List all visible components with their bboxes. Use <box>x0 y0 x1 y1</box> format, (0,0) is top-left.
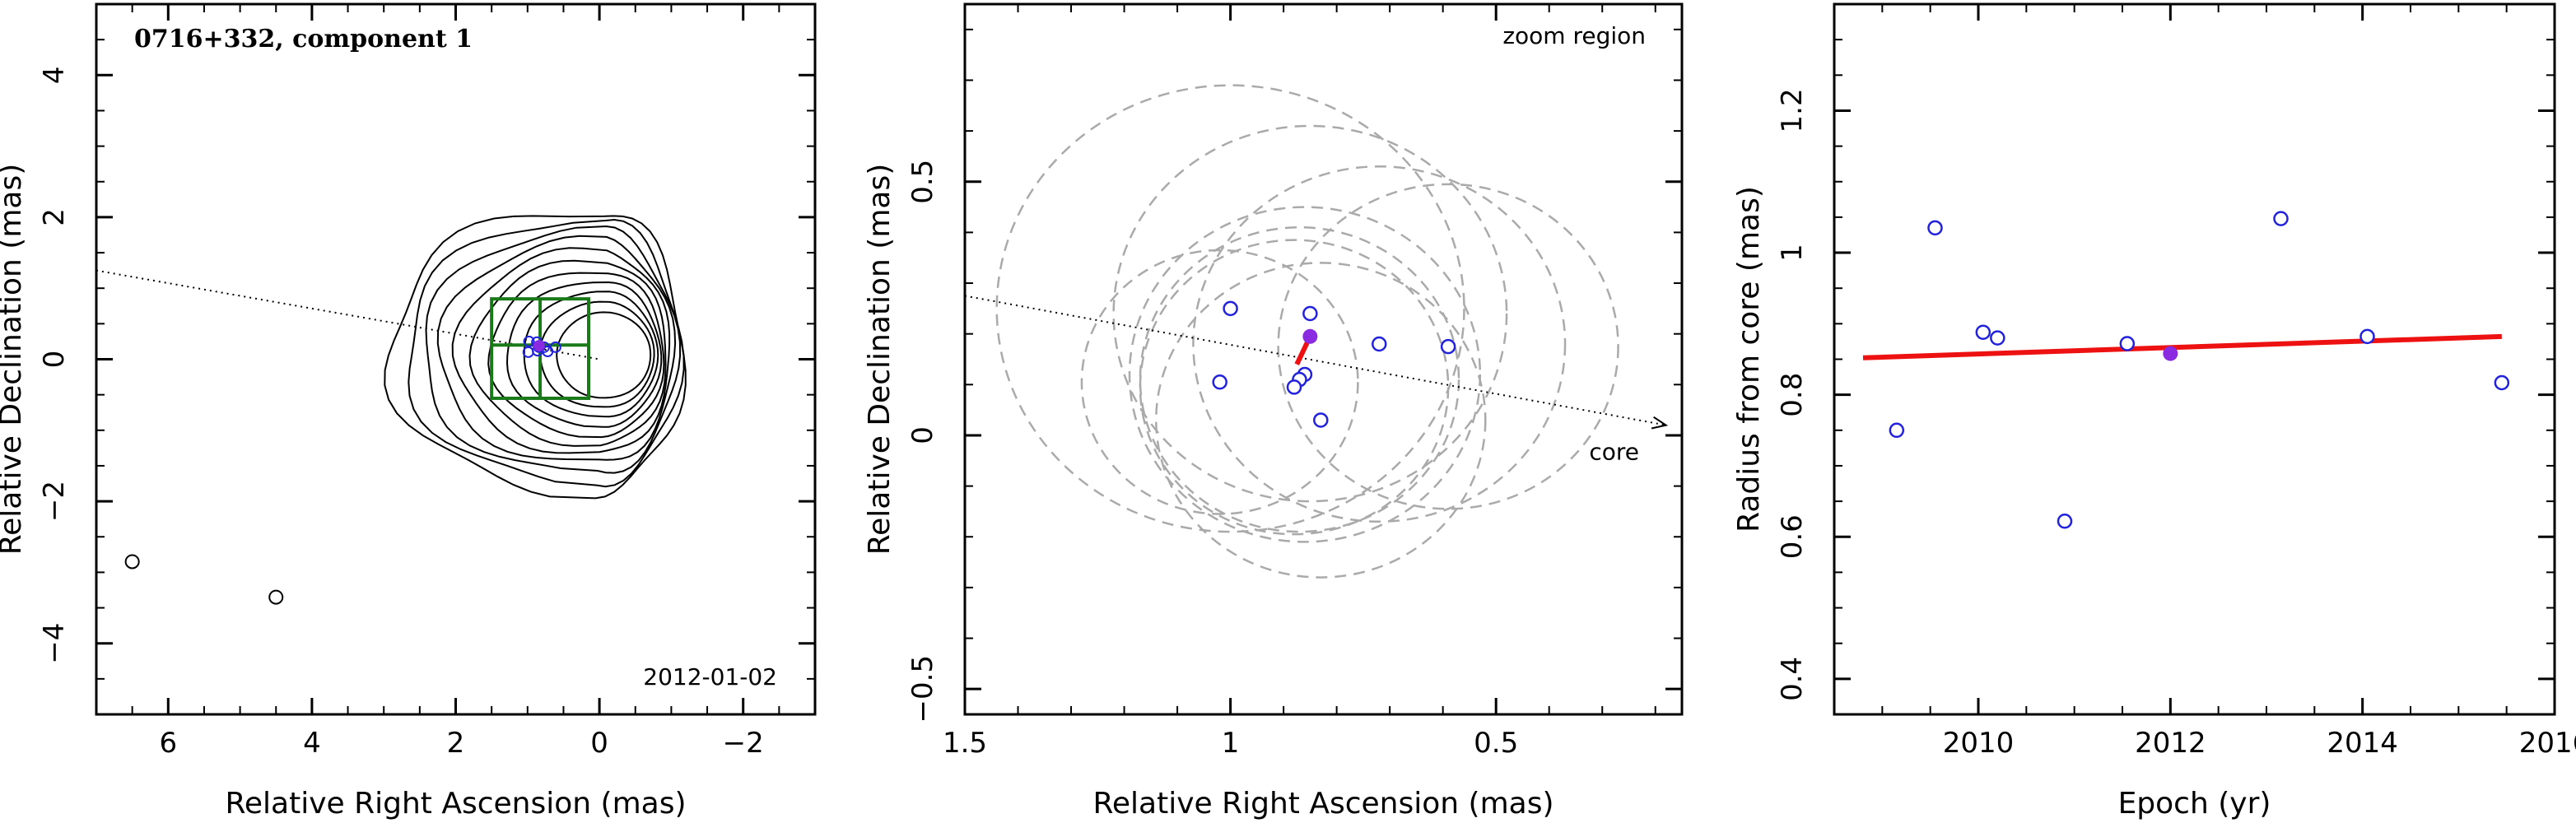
x-tick-label: 1.5 <box>943 727 987 760</box>
panel-zoom: 1.5 1 0.5 −0.5 0 0.5 zoom region core Relativ… <box>863 2 1684 821</box>
zoom-y-axis-label: Relative Declination (mas) <box>863 164 897 556</box>
contour-line <box>556 311 652 399</box>
y-tick-label: −4 <box>38 623 71 664</box>
radius-point <box>2057 514 2073 529</box>
component-size-circle <box>1080 249 1359 515</box>
core-arrow-head <box>1651 416 1669 430</box>
radius-frame <box>1833 2 2556 716</box>
map-title: 0716+332, component 1 <box>134 25 473 53</box>
current-epoch-point <box>1302 328 1318 344</box>
map-plot-area <box>95 215 687 605</box>
x-tick-label: 0 <box>590 727 608 760</box>
panel-radius: 2010 2012 2014 2016 0.4 0.6 0.8 1 1.2 Epoch (yr)… <box>1732 2 2576 821</box>
component-point <box>1302 305 1318 322</box>
component-point <box>549 341 561 353</box>
radius-point <box>2119 336 2136 351</box>
contour-line <box>468 259 667 447</box>
radius-point <box>1889 422 1905 439</box>
component-size-circle <box>1128 206 1482 543</box>
contour-line <box>384 215 687 500</box>
contour-line <box>425 225 682 474</box>
component-point <box>1223 300 1238 317</box>
zoom-plot-area <box>964 84 1669 579</box>
y-tick-label: 0.4 <box>1776 657 1809 701</box>
component-size-circle <box>1155 262 1487 579</box>
radius-x-axis-label: Epoch (yr) <box>2118 787 2271 821</box>
x-tick-label: 4 <box>303 727 321 760</box>
component-size-circle <box>1112 124 1508 503</box>
panel-map: 6 4 2 0 −2 −4 −2 0 2 4 0716+332, component 1 2012… <box>0 2 817 821</box>
fit-line <box>1862 333 2502 360</box>
x-tick-label: 2010 <box>1943 727 2015 760</box>
x-tick-label: 2012 <box>2135 727 2206 760</box>
current-epoch-point <box>533 340 545 352</box>
x-tick-label: 1 <box>1222 727 1240 760</box>
y-tick-label: −2 <box>38 481 71 522</box>
component-point <box>1371 336 1387 352</box>
radius-point <box>1990 330 2005 346</box>
component-size-circle <box>1277 183 1619 510</box>
contour-line <box>505 281 663 428</box>
y-tick-label: 2 <box>38 208 71 226</box>
map-x-axis-label: Relative Right Ascension (mas) <box>225 787 686 821</box>
y-tick-label: 0.8 <box>1776 373 1809 417</box>
current-epoch-point <box>2163 346 2178 361</box>
y-tick-label: 0 <box>906 426 939 444</box>
component-size-circle <box>1192 165 1567 523</box>
component-point <box>1286 379 1302 395</box>
x-tick-label: 2 <box>447 727 465 760</box>
x-tick-label: −2 <box>723 727 764 760</box>
zoom-frame <box>963 2 1684 716</box>
x-tick-label: 0.5 <box>1474 727 1518 760</box>
map-y-axis-label: Relative Declination (mas) <box>0 164 28 556</box>
x-tick-label: 6 <box>159 727 177 760</box>
core-direction-line <box>964 295 1666 426</box>
x-tick-label: 2016 <box>2519 727 2576 760</box>
radius-point <box>1927 220 1943 236</box>
y-tick-label: 0.5 <box>906 160 939 204</box>
contour-line <box>436 235 677 461</box>
contour-line <box>451 247 671 454</box>
zoom-circles-group <box>995 84 1619 579</box>
isolated-contour <box>268 589 284 605</box>
component-point <box>1440 338 1456 355</box>
map-ticks: 6 4 2 0 −2 −4 −2 0 2 4 <box>38 3 816 760</box>
component-point <box>1313 412 1329 428</box>
y-tick-label: 0 <box>38 351 71 369</box>
y-tick-label: 4 <box>38 66 71 84</box>
radius-point <box>2273 211 2289 226</box>
radius-y-axis-label: Radius from core (mas) <box>1732 186 1766 532</box>
x-tick-label: 2014 <box>2327 727 2398 760</box>
contour-line <box>408 218 685 488</box>
component-point <box>1212 374 1227 390</box>
zoom-x-axis-label: Relative Right Ascension (mas) <box>1092 787 1554 821</box>
zoom-ticks: 1.5 1 0.5 −0.5 0 0.5 <box>906 4 1682 760</box>
radius-point <box>1975 324 1991 340</box>
component-size-circle <box>995 84 1465 533</box>
component-size-circle <box>1139 239 1450 536</box>
y-tick-label: 1 <box>1776 244 1809 262</box>
y-tick-label: 0.6 <box>1776 514 1809 559</box>
y-tick-label: 1.2 <box>1776 88 1809 133</box>
radius-plot-area <box>1862 211 2510 529</box>
component-point <box>522 346 534 358</box>
isolated-contour <box>124 554 140 570</box>
radius-point <box>2494 374 2510 391</box>
contour-line <box>487 272 665 439</box>
radius-point <box>2359 328 2375 345</box>
y-tick-label: −0.5 <box>906 655 939 723</box>
core-label: core <box>1589 439 1639 466</box>
radius-ticks: 2010 2012 2014 2016 0.4 0.6 0.8 1 1.2 <box>1776 3 2576 760</box>
map-frame <box>95 2 817 716</box>
zoom-region-label: zoom region <box>1502 22 1646 49</box>
component-size-circle <box>1139 226 1460 533</box>
map-epoch-label: 2012-01-02 <box>643 663 777 690</box>
